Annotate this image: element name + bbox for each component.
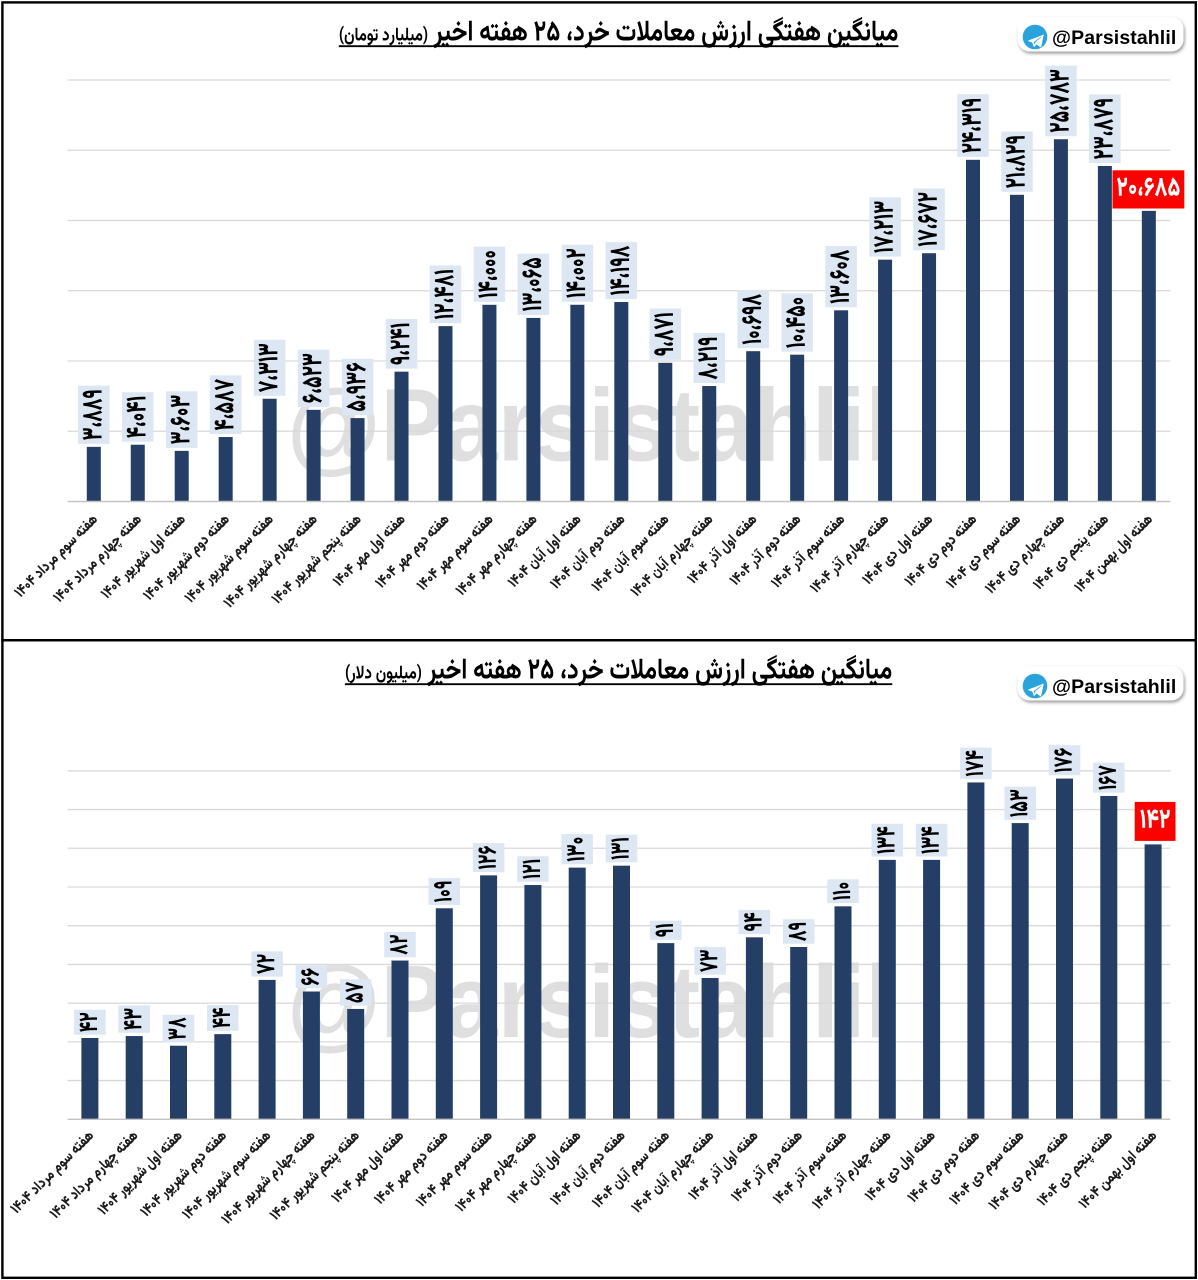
- svg-text:@Parsistahlil: @Parsistahlil: [1052, 27, 1176, 49]
- svg-text:@Parsistahlil: @Parsistahlil: [1052, 676, 1176, 698]
